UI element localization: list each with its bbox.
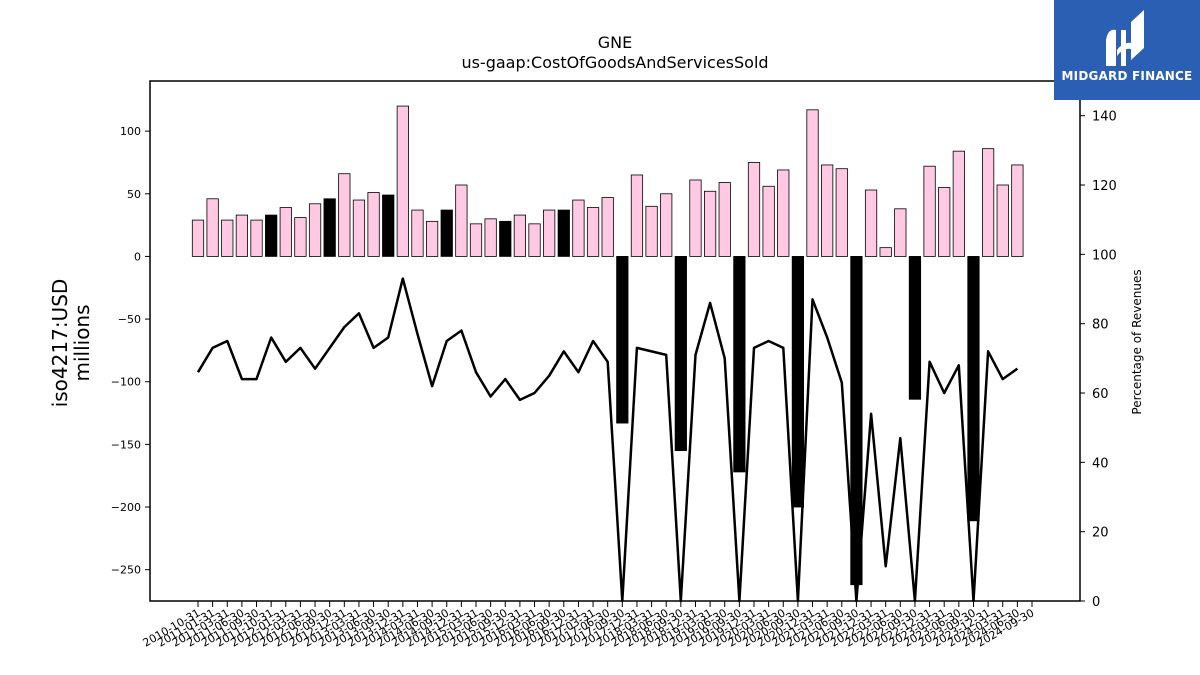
y-tick-label: −150 [111, 438, 141, 451]
bar [777, 169, 790, 257]
y-axis-label-line: iso4217:USD [48, 279, 72, 408]
bar [396, 105, 409, 257]
bar [455, 184, 468, 257]
bar [382, 194, 395, 257]
bar [221, 219, 234, 257]
y-axis-label-line: millions [70, 304, 94, 381]
y-tick-label: 100 [120, 125, 141, 138]
y2-tick-label: 80 [1092, 318, 1109, 333]
bar [513, 214, 527, 257]
bar [279, 207, 292, 257]
bar [425, 220, 439, 257]
bar [630, 174, 644, 257]
bar [411, 209, 424, 257]
bar [367, 192, 380, 257]
bar [806, 109, 819, 257]
bar [323, 198, 336, 257]
bar [762, 185, 775, 257]
y2-tick-label: 60 [1092, 387, 1109, 402]
bar [952, 150, 965, 257]
bar [191, 219, 205, 257]
bar [469, 223, 483, 257]
y-tick-label: −250 [111, 564, 141, 577]
bar [440, 209, 453, 257]
y-tick-label: −200 [111, 501, 141, 514]
line-layer [196, 277, 1019, 603]
bar [484, 218, 497, 257]
bar [689, 179, 702, 257]
bar [586, 207, 600, 257]
bar [718, 182, 731, 257]
y-tick-label: −100 [111, 376, 141, 389]
y2-tick-label: 100 [1092, 248, 1117, 263]
bar [265, 214, 278, 257]
series-line [196, 277, 1019, 603]
y2-tick-label: 40 [1092, 456, 1109, 471]
bar [616, 256, 629, 424]
bar [821, 164, 834, 257]
y-tick-label: 0 [134, 250, 141, 263]
bar [835, 168, 848, 257]
bar [308, 203, 322, 257]
bar [1011, 164, 1024, 257]
bar [294, 217, 307, 257]
bar [733, 256, 746, 473]
bar [996, 184, 1009, 257]
bar [967, 256, 980, 522]
y-tick-label: −50 [118, 313, 141, 326]
y-tick-label: 50 [127, 188, 141, 201]
bar [879, 247, 892, 257]
plot-frame [149, 80, 1081, 602]
y2-tick-label: 140 [1092, 110, 1117, 125]
bar [703, 190, 717, 257]
chart-title: GNE [598, 33, 632, 52]
y2-tick-label: 0 [1092, 595, 1100, 610]
bar [894, 208, 907, 257]
bar [528, 223, 541, 257]
bar [645, 205, 658, 257]
axes-layer: 100 50 0 −50 −100 −150 −200 −250 140 120 100 80 60 40… [111, 80, 1117, 650]
bar [938, 187, 951, 257]
bar [572, 199, 585, 257]
bar [981, 148, 995, 257]
bar [250, 219, 263, 257]
bar [908, 256, 922, 400]
y2-axis-label: Percentage of Revenues [1130, 269, 1144, 414]
bar [674, 256, 687, 452]
logo-mark-icon [1106, 10, 1144, 66]
bar [660, 193, 673, 257]
bar [747, 162, 761, 257]
bar [601, 197, 614, 257]
bar [791, 256, 805, 508]
bar [557, 209, 570, 257]
y-axis-label: iso4217:USDmillions [48, 279, 94, 408]
bar [864, 189, 878, 257]
bar [499, 220, 512, 257]
bar [206, 198, 219, 257]
bar [235, 214, 249, 257]
midgard-finance-logo: MIDGARD FINANCE [1054, 0, 1200, 100]
bar [352, 199, 366, 257]
bar [923, 165, 936, 257]
bar [338, 173, 351, 257]
y2-tick-label: 20 [1092, 526, 1109, 541]
chart-subtitle: us-gaap:CostOfGoodsAndServicesSold [461, 53, 768, 72]
y2-tick-label: 120 [1092, 179, 1117, 194]
bar-layer [191, 105, 1024, 586]
bar [543, 209, 556, 257]
